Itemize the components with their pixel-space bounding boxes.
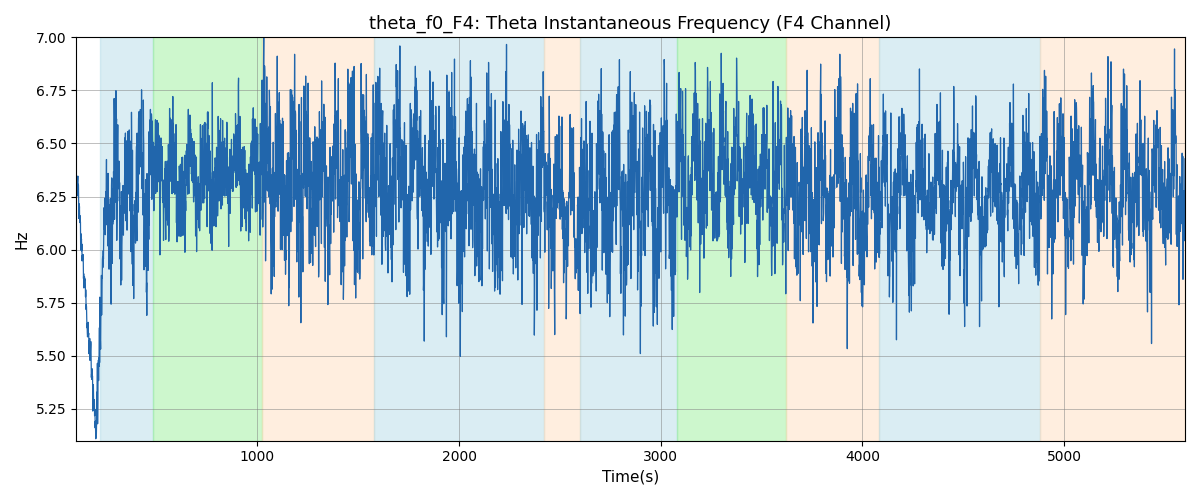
Bar xyxy=(1040,38,1186,440)
Bar xyxy=(580,38,677,440)
Bar xyxy=(374,38,544,440)
Bar xyxy=(878,38,1040,440)
Y-axis label: Hz: Hz xyxy=(14,230,30,249)
Bar xyxy=(152,38,262,440)
Bar xyxy=(101,38,152,440)
Bar xyxy=(262,38,374,440)
Title: theta_f0_F4: Theta Instantaneous Frequency (F4 Channel): theta_f0_F4: Theta Instantaneous Frequen… xyxy=(370,15,892,34)
Bar xyxy=(544,38,580,440)
X-axis label: Time(s): Time(s) xyxy=(602,470,659,485)
Bar xyxy=(786,38,878,440)
Bar xyxy=(677,38,786,440)
